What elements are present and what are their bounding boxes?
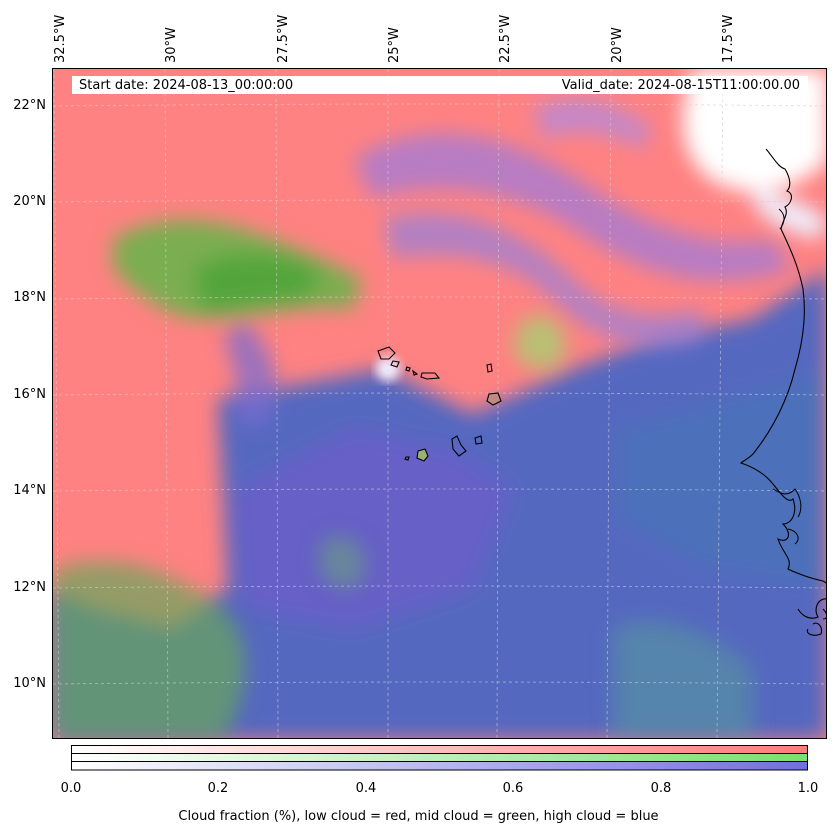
graticule bbox=[53, 69, 826, 738]
clear-sky-region bbox=[683, 69, 826, 239]
lat-label-12n: 12°N bbox=[13, 580, 46, 595]
start-date-label: Start date: 2024-08-13_00:00:00 bbox=[79, 78, 294, 93]
lat-label-16n: 16°N bbox=[13, 387, 46, 402]
colorbar-caption: Cloud fraction (%), low cloud = red, mid… bbox=[178, 809, 659, 824]
colorbar-mid bbox=[71, 753, 808, 762]
lon-label-32-5w: 32.5°W bbox=[53, 14, 68, 63]
lon-label-22-5w: 22.5°W bbox=[498, 14, 513, 63]
cloud-fraction-map bbox=[52, 68, 827, 739]
colorbar-tick-0: 0.0 bbox=[60, 781, 82, 796]
colorbar-tick-1: 0.2 bbox=[207, 781, 229, 796]
colorbar-low bbox=[71, 745, 808, 754]
colorbar-tick-2: 0.4 bbox=[355, 781, 377, 796]
lon-label-30w: 30°W bbox=[164, 27, 179, 63]
mid-cloud-field bbox=[53, 220, 753, 738]
coastline-detail bbox=[772, 208, 802, 545]
lat-label-10n: 10°N bbox=[13, 676, 46, 691]
valid-date-label: Valid_date: 2024-08-15T11:00:00.00 bbox=[561, 78, 800, 93]
lat-label-18n: 18°N bbox=[13, 290, 46, 305]
lon-label-17-5w: 17.5°W bbox=[721, 14, 736, 63]
high-cloud-streaks bbox=[223, 98, 793, 429]
africa-coastline bbox=[739, 148, 826, 636]
lon-label-20w: 20°W bbox=[610, 27, 625, 63]
colorbar bbox=[71, 745, 808, 771]
lat-label-22n: 22°N bbox=[13, 98, 46, 113]
cape-verde-islands bbox=[377, 346, 502, 462]
colorbar-high bbox=[71, 761, 808, 771]
lat-label-14n: 14°N bbox=[13, 483, 46, 498]
lon-label-25w: 25°W bbox=[387, 27, 402, 63]
lat-label-20n: 20°N bbox=[13, 194, 46, 209]
colorbar-tick-5: 1.0 bbox=[797, 781, 819, 796]
colorbar-tick-4: 0.8 bbox=[650, 781, 672, 796]
map-canvas bbox=[53, 69, 826, 738]
header-box bbox=[72, 76, 808, 94]
colorbar-tick-3: 0.6 bbox=[502, 781, 524, 796]
lon-label-27-5w: 27.5°W bbox=[276, 14, 291, 63]
